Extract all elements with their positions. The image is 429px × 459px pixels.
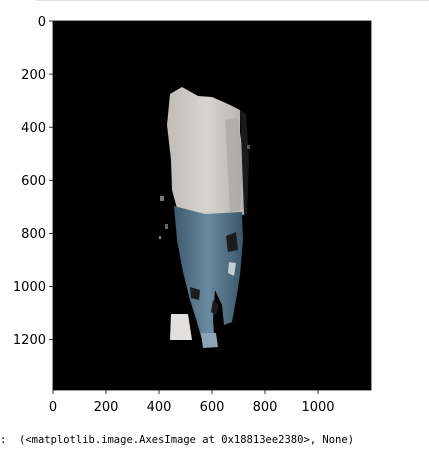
x-axis: 0 200 400 600 800 1000 [49, 390, 335, 415]
segmented-person [159, 87, 250, 348]
y-tick-label: 1000 [13, 280, 46, 295]
x-tick-label: 600 [200, 400, 225, 415]
output-prompt: : [0, 434, 7, 446]
floor-patch [170, 314, 192, 340]
x-tick-label: 200 [94, 400, 119, 415]
y-tick-label: 1200 [13, 333, 46, 348]
y-tick-label: 200 [21, 68, 46, 83]
cell-output-text: : (<matplotlib.image.AxesImage at 0x1881… [0, 434, 429, 450]
y-tick-label: 800 [21, 227, 46, 242]
image-plot: 0 200 400 600 800 1000 1200 0 200 400 60… [13, 15, 372, 415]
shirt [167, 87, 246, 217]
x-tick-label: 800 [253, 400, 278, 415]
y-tick-label: 600 [21, 174, 46, 189]
x-tick-label: 0 [49, 400, 57, 415]
cell-divider [36, 0, 429, 1]
output-repr: (<matplotlib.image.AxesImage at 0x18813e… [18, 434, 355, 446]
x-tick-label: 1000 [301, 400, 334, 415]
y-axis: 0 200 400 600 800 1000 1200 [13, 15, 53, 348]
jeans [174, 206, 243, 347]
x-tick-label: 400 [147, 400, 172, 415]
y-tick-label: 0 [38, 15, 46, 30]
y-tick-label: 400 [21, 121, 46, 136]
